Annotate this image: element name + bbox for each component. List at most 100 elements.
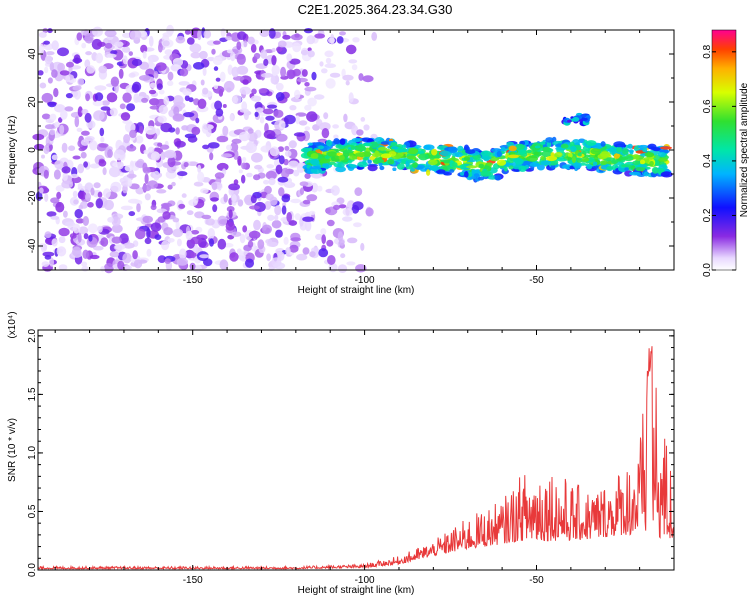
noise-blob [162,32,173,38]
noise-blob [133,93,140,103]
noise-blob [190,252,197,259]
band-blob [319,157,331,164]
noise-blob [41,92,53,103]
noise-blob [93,182,101,189]
band-blob [501,146,506,152]
noise-blob [219,259,229,271]
noise-blob [148,89,157,95]
noise-blob [295,115,300,125]
noise-blob [139,125,144,135]
noise-blob [159,144,170,150]
heatmap-noise-layer [32,24,378,274]
noise-blob [176,238,182,247]
noise-blob [56,191,62,199]
band-blob [644,152,655,158]
noise-blob [277,40,287,48]
noise-blob [277,146,284,153]
noise-blob [135,187,145,195]
noise-blob [68,145,76,151]
noise-blob [264,49,274,54]
band-blob [313,142,325,146]
noise-blob [280,66,287,78]
noise-blob [104,29,117,38]
noise-blob [203,29,212,39]
noise-blob [197,171,205,183]
noise-blob [265,170,277,180]
noise-blob [306,194,318,202]
noise-blob [104,42,113,49]
noise-blob [190,52,202,59]
x-tick-label: -50 [529,275,544,286]
noise-blob [327,255,336,265]
noise-blob [85,93,90,102]
noise-blob [97,225,103,233]
band-blob [651,166,659,174]
noise-blob [223,193,228,203]
noise-blob [122,92,132,103]
noise-blob [351,64,358,71]
noise-blob [324,50,334,58]
band-blob [396,163,405,170]
noise-blob [157,115,167,123]
patch-blob [566,119,572,123]
noise-blob [281,205,287,215]
noise-blob [294,33,300,38]
noise-blob [274,31,282,39]
noise-blob [49,61,54,72]
noise-blob [316,119,323,127]
noise-blob [190,236,203,245]
band-blob [629,171,641,176]
band-blob [622,148,629,155]
noise-blob [199,254,210,259]
noise-blob [175,127,180,135]
noise-blob [147,180,159,189]
noise-blob [41,154,45,159]
noise-blob [296,253,308,261]
noise-blob [50,215,60,220]
band-blob [526,149,532,154]
noise-blob [342,74,354,81]
noise-blob [246,172,253,178]
band-blob [624,167,629,172]
band-blob [463,156,471,161]
band-blob [357,161,368,168]
noise-blob [126,103,136,112]
noise-blob [181,125,189,131]
noise-blob [44,124,55,130]
noise-blob [72,85,81,91]
snr-scale-label: (x10⁴) [7,311,18,338]
noise-blob [193,196,199,204]
x-tick-label: -150 [183,575,203,586]
noise-blob [177,171,188,177]
band-blob [390,142,398,147]
noise-blob [161,240,170,251]
noise-blob [296,77,308,83]
noise-blob [123,134,131,144]
noise-blob [243,111,249,121]
x-tick-label: -150 [183,275,203,286]
band-blob [464,144,469,151]
noise-blob [38,43,45,55]
noise-blob [242,156,247,163]
noise-blob [88,234,93,242]
noise-blob [281,194,291,203]
noise-blob [270,75,276,85]
noise-blob [274,214,279,221]
noise-blob [288,220,298,226]
noise-blob [142,50,147,59]
noise-blob [72,155,81,160]
noise-blob [157,255,167,263]
noise-blob [226,144,232,151]
noise-blob [55,201,65,213]
noise-blob [266,104,278,109]
snr-y-axis: 0.0 0.5 1.0 1.5 2.0 [27,328,674,577]
noise-blob [160,122,173,133]
noise-blob [81,42,87,49]
band-blob [517,149,527,155]
noise-blob [42,251,55,257]
noise-blob [153,71,159,79]
noise-blob [221,153,233,158]
noise-blob [144,125,157,135]
noise-blob [339,31,346,36]
